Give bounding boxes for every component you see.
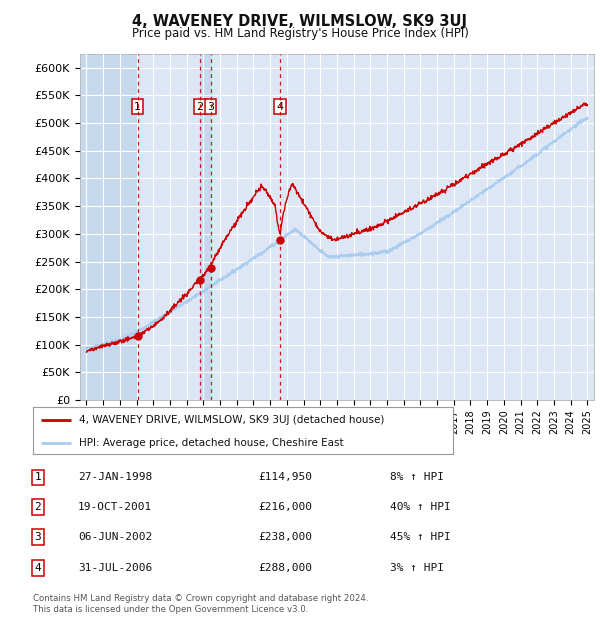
Text: £216,000: £216,000 <box>258 502 312 512</box>
Text: 27-JAN-1998: 27-JAN-1998 <box>78 472 152 482</box>
Text: 40% ↑ HPI: 40% ↑ HPI <box>390 502 451 512</box>
Text: 8% ↑ HPI: 8% ↑ HPI <box>390 472 444 482</box>
Text: HPI: Average price, detached house, Cheshire East: HPI: Average price, detached house, Ches… <box>79 438 344 448</box>
Text: 1: 1 <box>134 102 141 112</box>
Text: 4: 4 <box>276 102 283 112</box>
Text: 2: 2 <box>196 102 203 112</box>
Text: 19-OCT-2001: 19-OCT-2001 <box>78 502 152 512</box>
Bar <box>200 54 211 400</box>
Text: 4: 4 <box>34 563 41 573</box>
Text: £288,000: £288,000 <box>258 563 312 573</box>
Text: 3: 3 <box>34 532 41 542</box>
Text: 2: 2 <box>34 502 41 512</box>
Text: 06-JUN-2002: 06-JUN-2002 <box>78 532 152 542</box>
Bar <box>80 54 138 400</box>
Text: 3% ↑ HPI: 3% ↑ HPI <box>390 563 444 573</box>
Text: £114,950: £114,950 <box>258 472 312 482</box>
Text: 31-JUL-2006: 31-JUL-2006 <box>78 563 152 573</box>
Text: 45% ↑ HPI: 45% ↑ HPI <box>390 532 451 542</box>
Text: 3: 3 <box>207 102 214 112</box>
Text: Price paid vs. HM Land Registry's House Price Index (HPI): Price paid vs. HM Land Registry's House … <box>131 27 469 40</box>
Text: 1: 1 <box>34 472 41 482</box>
Text: Contains HM Land Registry data © Crown copyright and database right 2024.
This d: Contains HM Land Registry data © Crown c… <box>33 595 368 614</box>
Text: 4, WAVENEY DRIVE, WILMSLOW, SK9 3UJ: 4, WAVENEY DRIVE, WILMSLOW, SK9 3UJ <box>133 14 467 29</box>
Text: £238,000: £238,000 <box>258 532 312 542</box>
Text: 4, WAVENEY DRIVE, WILMSLOW, SK9 3UJ (detached house): 4, WAVENEY DRIVE, WILMSLOW, SK9 3UJ (det… <box>79 415 385 425</box>
